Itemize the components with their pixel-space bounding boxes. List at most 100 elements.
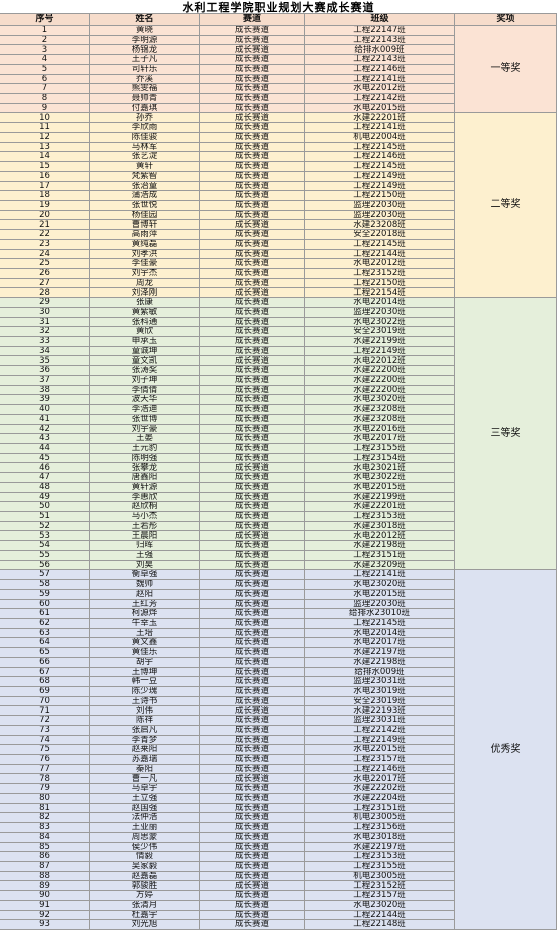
class-name: 工程23156班: [305, 823, 455, 833]
student-name: 张科通: [90, 317, 200, 328]
student-name: 赵阳: [90, 589, 200, 600]
student-name: 黄轩: [90, 162, 200, 172]
class-name: 工程22142班: [305, 725, 455, 736]
row-number: 82: [0, 813, 90, 824]
class-name: 水电22014班: [305, 628, 455, 639]
student-name: 胡宇: [90, 657, 200, 668]
student-name: 情毅: [90, 852, 200, 862]
track: 成长赛道: [200, 200, 305, 211]
row-number: 1: [0, 26, 90, 36]
class-name: 工程22149班: [305, 735, 455, 746]
student-name: 赵莱阳: [90, 745, 200, 756]
class-name: 工程22143班: [305, 55, 455, 65]
row-number: 43: [0, 434, 90, 444]
track: 成长赛道: [200, 288, 305, 299]
track: 成长赛道: [200, 842, 305, 853]
row-number: 74: [0, 735, 90, 746]
row-number: 73: [0, 725, 90, 736]
class-name: 监理22030班: [305, 599, 455, 610]
class-name: 工程22150班: [305, 191, 455, 201]
track: 成长赛道: [200, 307, 305, 318]
student-name: 波天华: [90, 395, 200, 406]
student-name: 吴家毅: [90, 861, 200, 872]
class-name: 水建22204班: [305, 793, 455, 804]
class-name: 水电22012班: [305, 84, 455, 95]
class-name: 安全23019班: [305, 327, 455, 338]
class-name: 工程22143班: [305, 35, 455, 46]
class-name: 水建22197班: [305, 648, 455, 658]
row-number: 83: [0, 823, 90, 833]
student-name: 陈明强: [90, 453, 200, 464]
student-name: 张世悦: [90, 200, 200, 211]
track: 成长赛道: [200, 171, 305, 182]
row-number: 90: [0, 891, 90, 901]
track: 成长赛道: [200, 113, 305, 124]
row-number: 93: [0, 920, 90, 930]
row-number: 20: [0, 210, 90, 221]
row-number: 2: [0, 35, 90, 46]
track: 成长赛道: [200, 26, 305, 36]
row-number: 91: [0, 900, 90, 911]
row-number: 72: [0, 716, 90, 726]
student-name: 张启凡: [90, 725, 200, 736]
class-name: 工程22145班: [305, 162, 455, 172]
track: 成长赛道: [200, 803, 305, 814]
student-name: 陈佳骏: [90, 132, 200, 143]
track: 成长赛道: [200, 385, 305, 396]
row-number: 44: [0, 443, 90, 454]
track: 成长赛道: [200, 716, 305, 726]
class-name: 水电22017班: [305, 774, 455, 785]
class-name: 工程22141班: [305, 570, 455, 581]
class-name: 机电23005班: [305, 813, 455, 824]
track: 成长赛道: [200, 181, 305, 192]
row-number: 77: [0, 764, 90, 775]
row-number: 60: [0, 599, 90, 610]
class-name: 水建23208班: [305, 220, 455, 231]
class-name: 工程22146班: [305, 64, 455, 75]
track: 成长赛道: [200, 599, 305, 610]
row-number: 5: [0, 64, 90, 75]
row-number: 89: [0, 881, 90, 892]
row-number: 12: [0, 132, 90, 143]
track: 成长赛道: [200, 512, 305, 522]
student-name: 刘宇豪: [90, 424, 200, 435]
track: 成长赛道: [200, 492, 305, 503]
student-name: 王晨阳: [90, 531, 200, 542]
student-name: 马林军: [90, 142, 200, 153]
row-number: 69: [0, 686, 90, 697]
student-name: 王培: [90, 628, 200, 639]
row-number: 35: [0, 356, 90, 367]
track: 成长赛道: [200, 609, 305, 619]
student-name: 黄紫敏: [90, 307, 200, 318]
row-number: 19: [0, 200, 90, 211]
student-name: 刘泽刚: [90, 288, 200, 299]
track: 成长赛道: [200, 84, 305, 95]
track: 成长赛道: [200, 667, 305, 678]
class-name: 水电22012班: [305, 259, 455, 269]
class-name: 工程22144班: [305, 249, 455, 260]
row-number: 63: [0, 628, 90, 639]
class-name: 工程22154班: [305, 288, 455, 299]
student-name: 刘光旭: [90, 920, 200, 930]
class-name: 水建22201班: [305, 113, 455, 124]
class-name: 工程22145班: [305, 239, 455, 250]
table-title: 水利工程学院职业规划大赛成长赛道: [0, 0, 557, 14]
student-name: 刘宇杰: [90, 269, 200, 279]
row-number: 70: [0, 696, 90, 707]
row-number: 7: [0, 84, 90, 95]
track: 成长赛道: [200, 541, 305, 551]
track: 成长赛道: [200, 502, 305, 513]
track: 成长赛道: [200, 871, 305, 882]
student-name: 曹博轩: [90, 220, 200, 231]
class-name: 工程23151班: [305, 803, 455, 814]
row-number: 40: [0, 405, 90, 415]
row-number: 27: [0, 278, 90, 289]
student-name: 牛幸玉: [90, 618, 200, 629]
row-number: 4: [0, 55, 90, 65]
class-name: 给排水009班: [305, 667, 455, 678]
student-name: 李浩迪: [90, 405, 200, 415]
row-number: 49: [0, 492, 90, 503]
class-name: 水电22015班: [305, 745, 455, 756]
student-name: 王若彤: [90, 521, 200, 532]
